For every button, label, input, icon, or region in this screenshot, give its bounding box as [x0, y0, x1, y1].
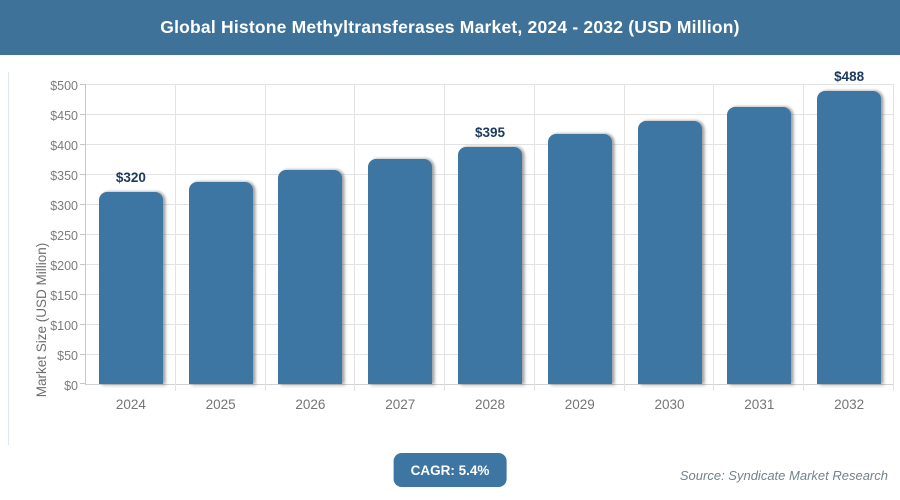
- v-gridline: [534, 85, 535, 391]
- y-tick-mark: [80, 324, 86, 325]
- h-gridline: [86, 84, 894, 85]
- bar-2024: [98, 192, 163, 384]
- x-axis-label: 2029: [564, 397, 595, 412]
- y-tick-mark: [80, 84, 86, 85]
- bar-2031: [727, 106, 792, 384]
- y-axis: $0 $50 $100 $150 $200 $250 $300 $350 $400 $450 $50…: [0, 79, 78, 393]
- y-tick-mark: [80, 174, 86, 175]
- y-tick-label: $450: [50, 109, 78, 123]
- bar-value-label: $320: [115, 170, 146, 185]
- y-tick-mark: [80, 144, 86, 145]
- v-gridline: [444, 85, 445, 391]
- plot-area: $320 2024 2025 2026 2027 $395 2028 2029 2030 2031…: [80, 69, 894, 412]
- y-tick-mark: [80, 264, 86, 265]
- y-tick-mark: [80, 234, 86, 235]
- x-axis-label: 2031: [744, 397, 775, 412]
- x-axis-label: 2026: [295, 397, 326, 412]
- y-tick-mark: [80, 204, 86, 205]
- v-gridline: [893, 85, 894, 391]
- y-tick-label: $100: [50, 319, 78, 333]
- cagr-badge: CAGR: 5.4%: [393, 453, 507, 487]
- x-axis-label: 2028: [474, 397, 506, 412]
- y-tick-label: $200: [50, 259, 78, 273]
- bar-2028: [458, 147, 522, 384]
- h-gridline: [86, 144, 894, 145]
- bar-2029: [547, 134, 612, 384]
- y-tick-mark: [80, 294, 86, 295]
- card-left-edge: [8, 72, 9, 445]
- v-gridline: [265, 85, 266, 391]
- bar-2026: [278, 170, 343, 384]
- x-axis-label: 2032: [834, 397, 865, 412]
- y-tick-label: $350: [50, 169, 78, 183]
- y-tick-label: $300: [50, 199, 78, 213]
- y-tick-label: $50: [57, 349, 78, 363]
- y-tick-mark: [80, 114, 86, 115]
- bar-value-label: $395: [474, 125, 506, 140]
- bar-2030: [637, 120, 702, 384]
- bar-2032: [817, 91, 882, 384]
- source-note: Source: Syndicate Market Research: [679, 468, 888, 483]
- x-axis-label: 2025: [205, 397, 236, 412]
- v-gridline: [354, 85, 355, 391]
- y-tick-label: $500: [50, 79, 78, 93]
- y-tick-mark: [80, 383, 86, 384]
- y-tick-label: $0: [64, 379, 78, 393]
- y-tick-label: $250: [50, 229, 78, 243]
- chart-title-bar: Global Histone Methyltransferases Market…: [0, 0, 900, 55]
- bar-2025: [188, 181, 253, 384]
- bar-2027: [368, 159, 433, 384]
- y-tick-label: $150: [50, 289, 78, 303]
- v-gridline: [624, 85, 625, 391]
- chart-title: Global Histone Methyltransferases Market…: [160, 17, 740, 37]
- bar-value-label: $488: [834, 69, 865, 85]
- h-gridline: [86, 114, 894, 115]
- x-axis-label: 2024: [115, 397, 146, 412]
- y-tick-mark: [80, 354, 86, 355]
- v-gridline: [175, 85, 176, 391]
- y-tick-label: $400: [50, 139, 78, 153]
- v-gridline: [713, 85, 714, 391]
- x-axis-label: 2027: [385, 397, 416, 412]
- x-axis-label: 2030: [654, 397, 685, 412]
- v-gridline: [803, 85, 804, 391]
